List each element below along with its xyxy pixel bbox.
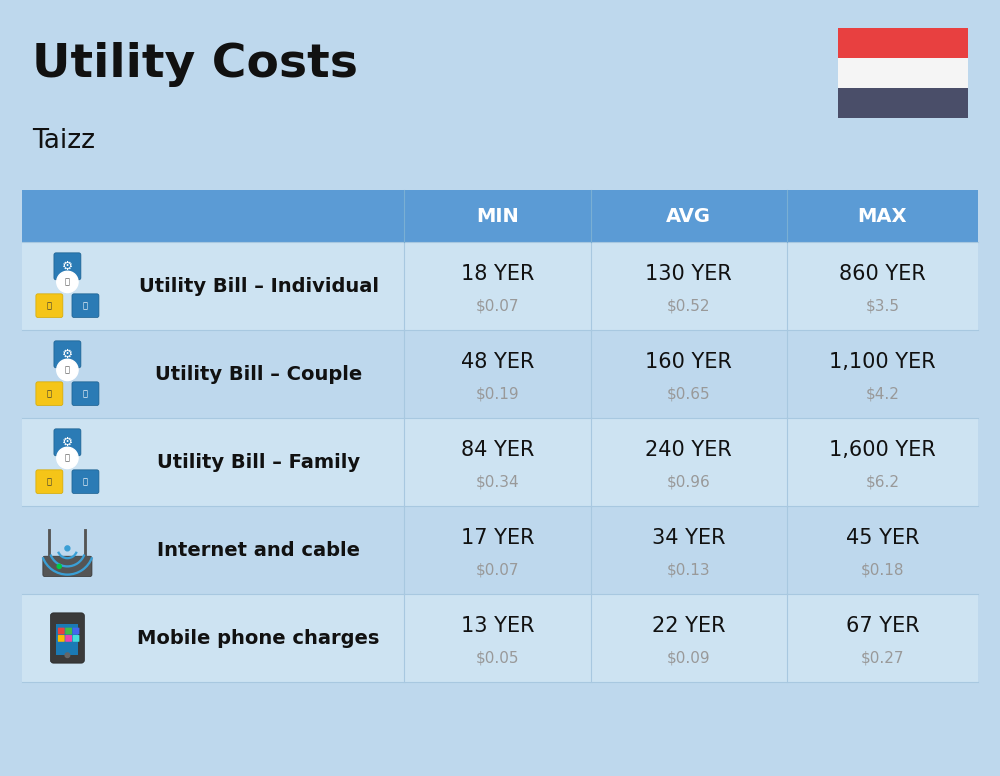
- Text: 45 YER: 45 YER: [846, 528, 919, 548]
- FancyBboxPatch shape: [838, 28, 968, 58]
- FancyBboxPatch shape: [54, 253, 81, 280]
- Text: ⚙: ⚙: [62, 260, 73, 273]
- Text: Mobile phone charges: Mobile phone charges: [137, 629, 380, 647]
- Text: MAX: MAX: [858, 206, 907, 226]
- Text: 🔌: 🔌: [47, 477, 52, 487]
- FancyBboxPatch shape: [65, 635, 72, 642]
- FancyBboxPatch shape: [22, 242, 978, 330]
- FancyBboxPatch shape: [58, 635, 65, 642]
- Text: $6.2: $6.2: [865, 474, 899, 490]
- Circle shape: [57, 359, 78, 380]
- FancyBboxPatch shape: [54, 341, 81, 368]
- FancyBboxPatch shape: [73, 635, 79, 642]
- Text: 18 YER: 18 YER: [461, 264, 534, 284]
- Text: $0.19: $0.19: [476, 386, 519, 401]
- Text: 🚿: 🚿: [83, 301, 88, 310]
- FancyBboxPatch shape: [22, 190, 978, 242]
- Text: $0.34: $0.34: [476, 474, 519, 490]
- Text: $0.52: $0.52: [667, 299, 711, 314]
- Text: Utility Bill – Individual: Utility Bill – Individual: [139, 276, 379, 296]
- Text: 13 YER: 13 YER: [461, 616, 534, 636]
- Text: 👤: 👤: [65, 277, 70, 286]
- Text: $4.2: $4.2: [865, 386, 899, 401]
- Circle shape: [65, 546, 70, 551]
- Text: MIN: MIN: [476, 206, 519, 226]
- FancyBboxPatch shape: [838, 88, 968, 118]
- Text: Utility Costs: Utility Costs: [32, 42, 358, 87]
- FancyBboxPatch shape: [43, 556, 92, 577]
- Text: 1,100 YER: 1,100 YER: [829, 352, 936, 372]
- Text: Internet and cable: Internet and cable: [157, 541, 360, 559]
- Circle shape: [57, 447, 78, 469]
- Circle shape: [57, 272, 78, 293]
- FancyBboxPatch shape: [72, 469, 99, 494]
- Text: $0.27: $0.27: [861, 650, 904, 666]
- Text: $0.13: $0.13: [667, 563, 711, 577]
- Text: AVG: AVG: [666, 206, 711, 226]
- Text: 👤: 👤: [65, 365, 70, 374]
- Text: Taizz: Taizz: [32, 128, 95, 154]
- FancyBboxPatch shape: [36, 294, 63, 317]
- Text: ⚙: ⚙: [62, 436, 73, 449]
- FancyBboxPatch shape: [54, 429, 81, 456]
- FancyBboxPatch shape: [22, 594, 978, 682]
- Text: 17 YER: 17 YER: [461, 528, 534, 548]
- FancyBboxPatch shape: [22, 506, 978, 594]
- FancyBboxPatch shape: [58, 628, 65, 635]
- Text: Utility Bill – Family: Utility Bill – Family: [157, 452, 360, 472]
- Circle shape: [57, 564, 61, 569]
- Text: $0.07: $0.07: [476, 563, 519, 577]
- Text: 🔌: 🔌: [47, 390, 52, 398]
- Text: 👤: 👤: [65, 453, 70, 462]
- Text: 🚿: 🚿: [83, 477, 88, 487]
- Text: 860 YER: 860 YER: [839, 264, 926, 284]
- FancyBboxPatch shape: [50, 613, 84, 663]
- Text: 🚿: 🚿: [83, 390, 88, 398]
- FancyBboxPatch shape: [56, 624, 78, 655]
- Text: $0.09: $0.09: [667, 650, 711, 666]
- FancyBboxPatch shape: [65, 628, 72, 635]
- Text: 67 YER: 67 YER: [846, 616, 919, 636]
- Circle shape: [65, 653, 70, 657]
- Text: $0.05: $0.05: [476, 650, 519, 666]
- FancyBboxPatch shape: [72, 294, 99, 317]
- FancyBboxPatch shape: [838, 58, 968, 88]
- Text: 130 YER: 130 YER: [645, 264, 732, 284]
- Text: 1,600 YER: 1,600 YER: [829, 440, 936, 460]
- Text: $3.5: $3.5: [865, 299, 899, 314]
- Text: ⚙: ⚙: [62, 348, 73, 361]
- Text: 🔌: 🔌: [47, 301, 52, 310]
- Text: 240 YER: 240 YER: [645, 440, 732, 460]
- Text: $0.96: $0.96: [667, 474, 711, 490]
- Text: $0.65: $0.65: [667, 386, 711, 401]
- FancyBboxPatch shape: [22, 330, 978, 418]
- FancyBboxPatch shape: [36, 382, 63, 406]
- Text: 48 YER: 48 YER: [461, 352, 534, 372]
- Text: 34 YER: 34 YER: [652, 528, 726, 548]
- FancyBboxPatch shape: [72, 382, 99, 406]
- Text: Utility Bill – Couple: Utility Bill – Couple: [155, 365, 362, 383]
- FancyBboxPatch shape: [73, 628, 79, 635]
- Text: 84 YER: 84 YER: [461, 440, 534, 460]
- FancyBboxPatch shape: [22, 418, 978, 506]
- Text: $0.07: $0.07: [476, 299, 519, 314]
- Text: 160 YER: 160 YER: [645, 352, 732, 372]
- Text: 22 YER: 22 YER: [652, 616, 726, 636]
- FancyBboxPatch shape: [36, 469, 63, 494]
- Text: $0.18: $0.18: [861, 563, 904, 577]
